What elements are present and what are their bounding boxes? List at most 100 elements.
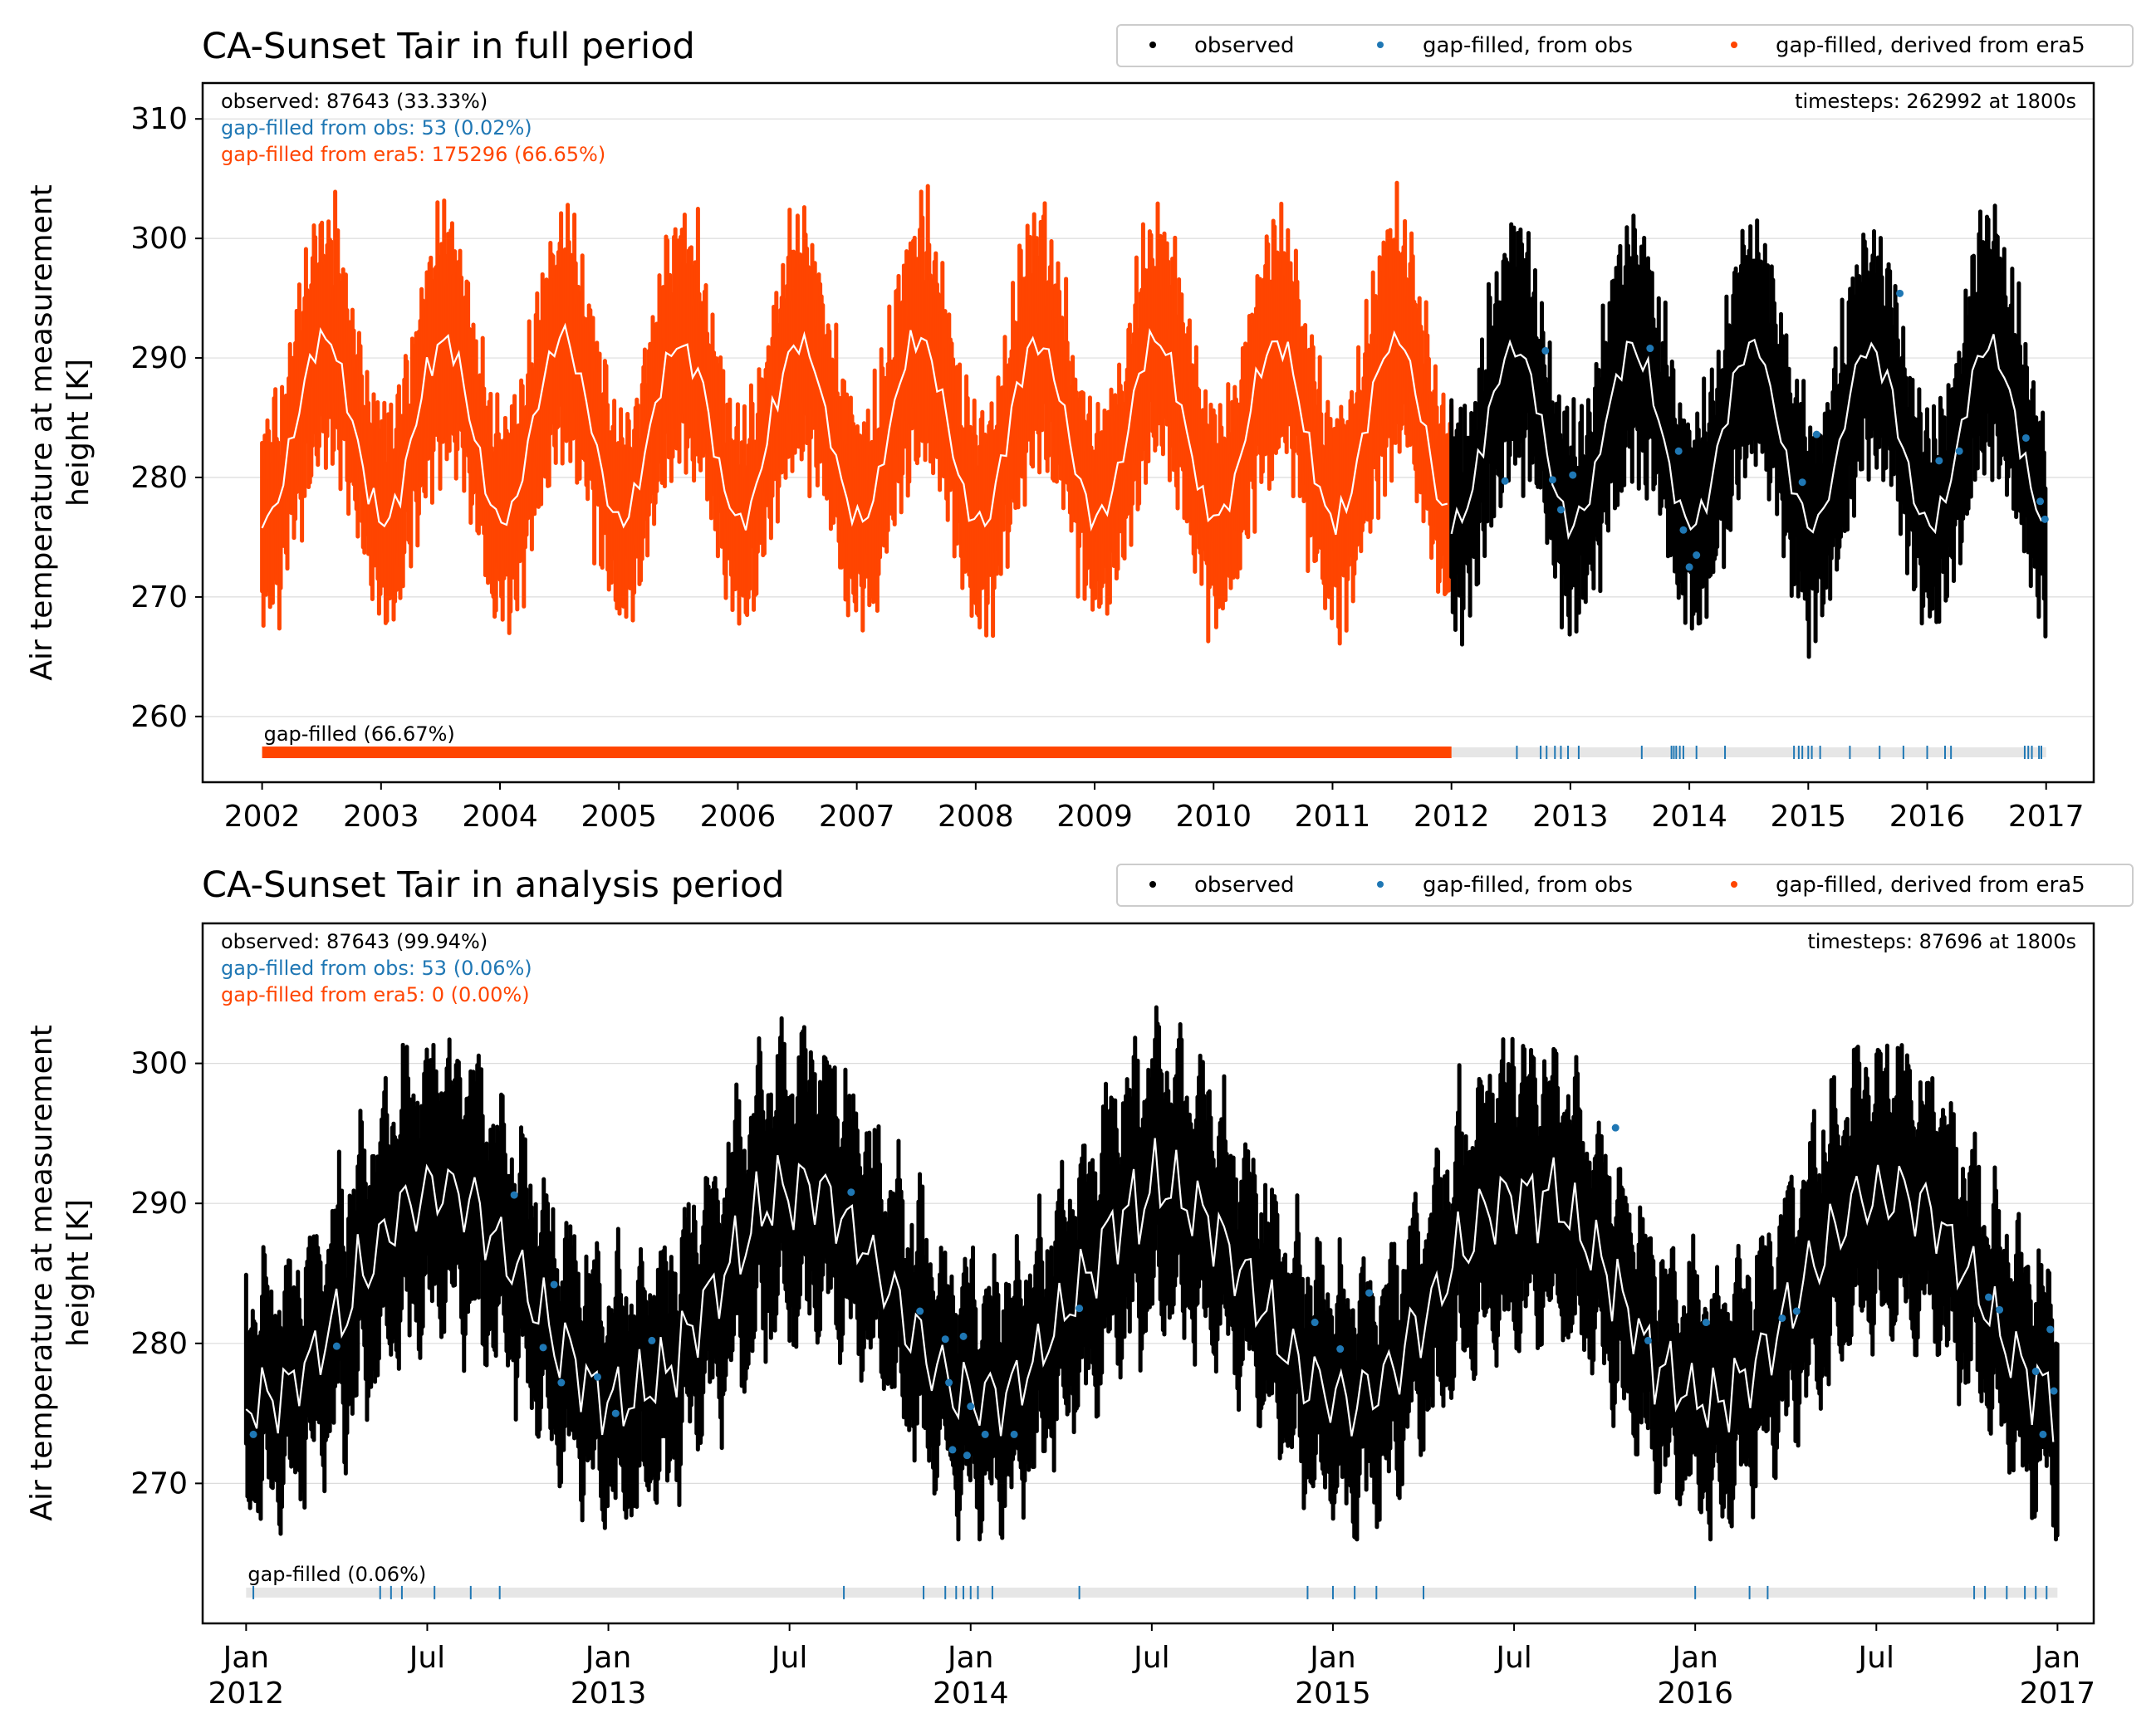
- y-tick-label: 300: [130, 1047, 188, 1081]
- x-tick-label: 2007: [819, 800, 895, 834]
- gapfilled-obs-point: [2050, 1387, 2058, 1395]
- gapfilled-obs-point: [1702, 1319, 1710, 1327]
- gapfilled-obs-point: [1812, 430, 1820, 438]
- gapfilled-obs-point: [557, 1378, 566, 1387]
- legend-label-observed: observed: [1194, 33, 1295, 58]
- stat-timesteps: timesteps: 262992 at 1800s: [1795, 90, 2076, 113]
- gapfilled-obs-point: [2031, 1368, 2040, 1376]
- x-tick-label: 2017: [2008, 800, 2085, 834]
- gapfilled-obs-point: [1778, 1314, 1786, 1322]
- gapfilled-obs-point: [1336, 1345, 1345, 1354]
- legend-label-observed: observed: [1194, 873, 1295, 898]
- x-tick-label: 2016: [1889, 800, 1966, 834]
- gapfilled-obs-point: [1955, 447, 1963, 455]
- gap-bar-label: gap-filled (0.06%): [247, 1563, 426, 1586]
- y-tick-label: 290: [130, 341, 188, 375]
- gapfilled-obs-point: [847, 1188, 855, 1197]
- stat-timesteps: timesteps: 87696 at 1800s: [1807, 930, 2076, 953]
- gapfilled-obs-point: [1569, 471, 1577, 479]
- gapfilled-obs-point: [941, 1335, 949, 1344]
- gapfilled-obs-point: [948, 1446, 957, 1454]
- x-tick-label-year: 2017: [2020, 1677, 2096, 1711]
- legend: observed gap-filled, from obs gap-filled…: [1116, 864, 2134, 907]
- gapfilled-obs-point: [1792, 1307, 1801, 1315]
- stat-observed: observed: 87643 (99.94%): [221, 930, 488, 953]
- legend-marker-gapfilled-era5: [1731, 42, 1737, 48]
- gap-bar-background: [246, 1587, 2058, 1598]
- legend-marker-observed: [1149, 42, 1156, 48]
- legend-marker-gapfilled-obs: [1377, 42, 1384, 48]
- gapfilled-obs-point: [593, 1373, 601, 1381]
- gapfilled-obs-point: [2039, 1430, 2047, 1438]
- gapfilled-obs-point: [1010, 1430, 1018, 1438]
- x-tick-label: Jul: [1494, 1641, 1531, 1675]
- legend-label-gapfilled-era5: gap-filled, derived from era5: [1776, 873, 2085, 898]
- x-tick-label: 2011: [1295, 800, 1371, 834]
- x-tick-label: Jan: [1670, 1641, 1718, 1675]
- panel-analysis-period: CA-Sunset Tair in analysis period observ…: [25, 864, 2134, 1711]
- gapfilled-obs-point: [539, 1344, 547, 1352]
- x-tick-label-year: 2016: [1657, 1677, 1733, 1711]
- x-tick-label: Jan: [2033, 1641, 2081, 1675]
- x-tick-label: Jan: [1308, 1641, 1356, 1675]
- x-tick-label: Jul: [408, 1641, 445, 1675]
- gapfilled-obs-point: [611, 1409, 620, 1417]
- mean-line: [1450, 334, 2043, 541]
- gapfilled-obs-point: [2041, 515, 2049, 523]
- x-tick-label: 2014: [1651, 800, 1727, 834]
- chart-title: CA-Sunset Tair in analysis period: [202, 864, 785, 906]
- stat-gapfilled-era5: gap-filled from era5: 175296 (66.65%): [221, 143, 605, 166]
- gapfilled-obs-point: [1556, 506, 1565, 514]
- legend-marker-gapfilled-obs: [1377, 881, 1384, 888]
- gapfilled-obs-point: [2036, 497, 2045, 506]
- stat-gapfilled-obs: gap-filled from obs: 53 (0.06%): [221, 957, 532, 980]
- legend-label-gapfilled-era5: gap-filled, derived from era5: [1776, 33, 2085, 58]
- gapfilled-obs-point: [1985, 1293, 1992, 1301]
- gapfilled-obs-point: [332, 1342, 341, 1350]
- y-axis-label-line1: Air temperature at measurement: [25, 1025, 59, 1520]
- x-tick-label: 2005: [581, 800, 657, 834]
- gapfilled-obs-point: [1611, 1124, 1619, 1132]
- plot-area: 260 270 280 290 300 310 2002 2003 2004 2005 2006 20…: [130, 102, 2094, 834]
- panel-full-period: CA-Sunset Tair in full period observed g…: [25, 24, 2134, 834]
- y-axis-label-line1: Air temperature at measurement: [25, 184, 59, 680]
- x-tick-label: Jul: [770, 1641, 807, 1675]
- x-tick-label-year: 2015: [1295, 1677, 1371, 1711]
- stat-gapfilled-era5: gap-filled from era5: 0 (0.00%): [221, 983, 530, 1006]
- axes-frame: [201, 81, 2095, 784]
- y-tick-label: 260: [130, 700, 188, 734]
- gapfilled-obs-point: [1646, 345, 1654, 353]
- gap-bar-era5: [262, 747, 1452, 759]
- x-tick-label: Jan: [946, 1641, 994, 1675]
- legend-box: [1116, 864, 2134, 907]
- x-tick-label-year: 2012: [208, 1677, 285, 1711]
- stat-observed: observed: 87643 (33.33%): [221, 90, 488, 113]
- y-axis-label: Air temperature at measurement height [K…: [25, 1025, 96, 1520]
- x-tick-label: Jul: [1857, 1641, 1894, 1675]
- stat-gapfilled-obs: gap-filled from obs: 53 (0.02%): [221, 116, 532, 140]
- y-axis-label-line2: height [K]: [61, 1199, 96, 1347]
- x-tick-label: 2004: [462, 800, 538, 834]
- legend-box: [1116, 24, 2134, 67]
- y-tick-label: 300: [130, 222, 188, 256]
- y-axis-label: Air temperature at measurement height [K…: [25, 184, 96, 680]
- x-tick-label: 2012: [1414, 800, 1490, 834]
- x-tick-label: Jan: [222, 1641, 270, 1675]
- axes-frame: [201, 922, 2095, 1625]
- gapfilled-obs-point: [1685, 563, 1693, 571]
- gapfilled-obs-point: [1798, 478, 1806, 487]
- gapfilled-obs-point: [2021, 433, 2030, 442]
- gapfilled-obs-point: [1996, 1305, 2004, 1314]
- y-axis-label-line2: height [K]: [61, 359, 96, 507]
- gapfilled-obs-point: [1311, 1319, 1319, 1327]
- y-tick-label: 290: [130, 1187, 188, 1221]
- y-tick-label: 270: [130, 580, 188, 614]
- gapfilled-obs-point: [981, 1430, 989, 1438]
- legend-marker-observed: [1149, 881, 1156, 888]
- series-observed: [243, 1005, 2060, 1542]
- gapfilled-obs-point: [967, 1403, 975, 1411]
- gap-bar-label: gap-filled (66.67%): [264, 722, 455, 746]
- x-tick-label: 2002: [224, 800, 301, 834]
- x-tick-label: 2013: [1532, 800, 1609, 834]
